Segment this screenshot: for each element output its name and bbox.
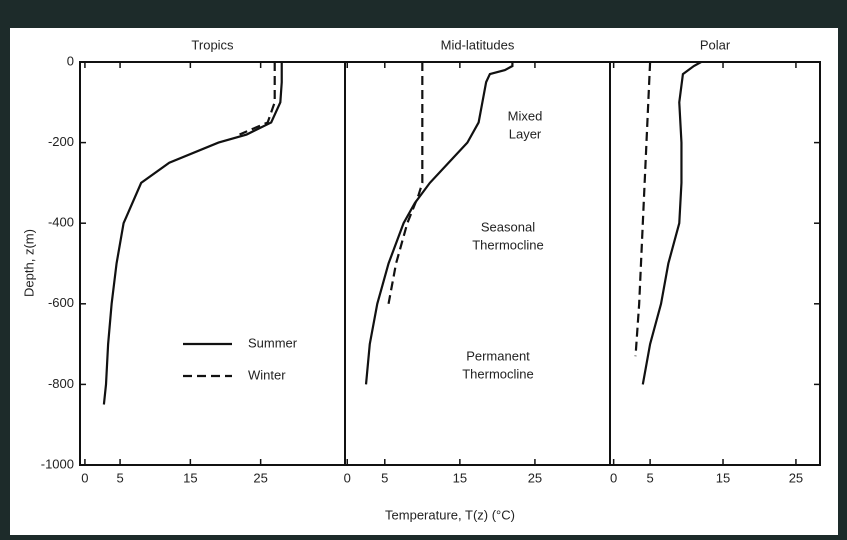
panel-frame [609,61,821,466]
x-tick-label: 15 [716,470,730,485]
x-tick-label: 15 [183,470,197,485]
panel-title: Tropics [191,37,234,52]
x-tick-label: 25 [253,470,267,485]
y-tick-label: -1000 [41,456,74,471]
profile-line [239,62,276,136]
panel-title: Polar [700,37,731,52]
legend-label: Winter [248,367,286,382]
x-tick-label: 5 [646,470,653,485]
annotation: Mixed [508,108,543,123]
x-tick-label: 5 [116,470,123,485]
x-tick-label: 5 [381,470,388,485]
annotation: Layer [509,126,542,141]
y-tick-label: 0 [67,53,74,68]
x-tick-label: 0 [344,470,351,485]
y-tick-label: -400 [48,215,74,230]
x-tick-label: 25 [528,470,542,485]
x-tick-label: 15 [453,470,467,485]
annotation: Permanent [466,348,530,363]
annotation: Thermocline [472,237,544,252]
profile-line [641,61,702,385]
profile-line [634,61,652,357]
annotation: Seasonal [481,219,535,234]
profile-line [387,62,424,305]
profile-line [102,62,283,405]
panel-title: Mid-latitudes [441,37,515,52]
annotation: Thermocline [462,366,534,381]
x-tick-label: 0 [81,470,88,485]
x-tick-label: 0 [610,470,617,485]
x-axis-label: Temperature, T(z) (°C) [385,507,515,522]
figure-area [10,28,838,535]
profile-line [364,62,514,385]
legend-label: Summer [248,335,298,350]
y-tick-label: -600 [48,295,74,310]
x-tick-label: 25 [789,470,803,485]
y-axis-label: Depth, z(m) [21,229,36,297]
y-tick-label: -800 [48,376,74,391]
y-tick-label: -200 [48,134,74,149]
